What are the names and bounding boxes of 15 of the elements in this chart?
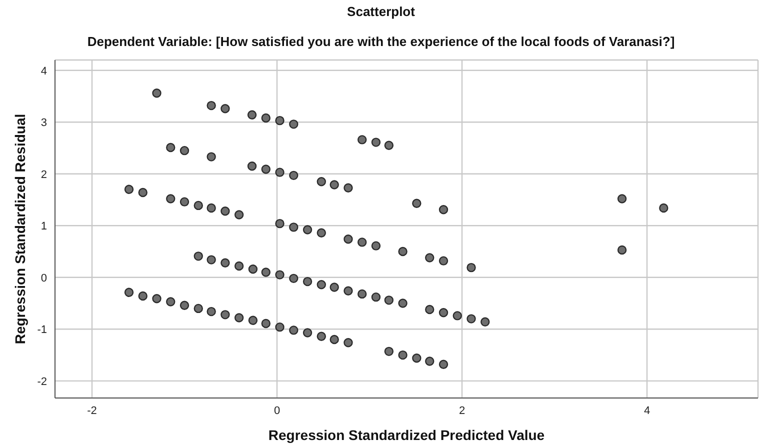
chart-subtitle: Dependent Variable: [How satisfied you are with the experience of the local foods of Varanasi?] xyxy=(86,34,676,49)
y-axis-title: Regression Standardized Residual xyxy=(12,114,28,344)
y-tick-label: 4 xyxy=(40,65,47,78)
chart-title: Scatterplot xyxy=(346,4,416,19)
y-tick-label: 3 xyxy=(40,117,47,130)
y-tick-label: -1 xyxy=(37,324,47,336)
x-tick-label: 0 xyxy=(274,404,280,417)
y-tick-label: 0 xyxy=(40,272,47,284)
y-tick-label: -2 xyxy=(37,376,47,388)
x-tick-label: 4 xyxy=(644,404,650,417)
x-axis-title: Regression Standardized Predicted Value xyxy=(267,427,546,443)
y-tick-label: 2 xyxy=(40,168,47,181)
y-tick-label: 1 xyxy=(40,220,47,233)
x-tick-label: 2 xyxy=(458,404,466,417)
x-tick-label: -2 xyxy=(87,404,97,417)
